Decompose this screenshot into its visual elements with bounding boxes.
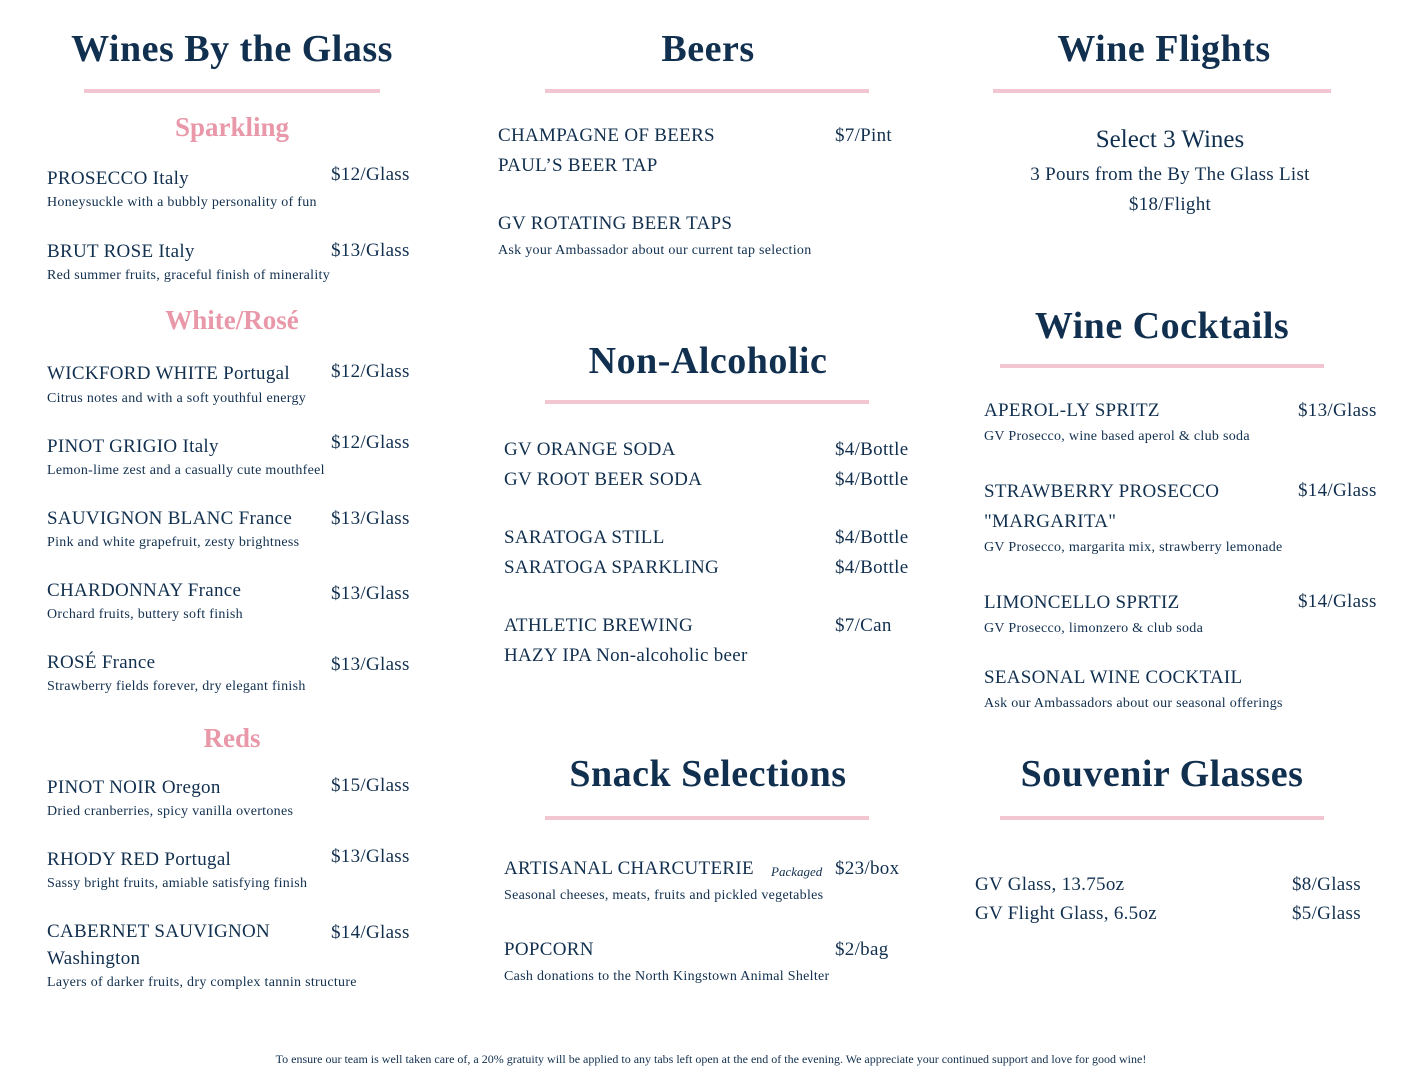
item-price: $4/Bottle [835, 469, 909, 491]
item-price: $4/Bottle [835, 527, 909, 549]
item-description: Layers of darker fruits, dry complex tan… [47, 975, 357, 991]
section-divider [1000, 364, 1324, 368]
item-price: $4/Bottle [835, 439, 909, 461]
item-name: PINOT NOIR Oregon [47, 777, 221, 799]
item-price: $7/Pint [835, 125, 893, 147]
item-price: $13/Glass [331, 508, 410, 530]
item-name: GV ORANGE SODA [504, 439, 676, 461]
item-description: GV Prosecco, limonzero & club soda [984, 621, 1204, 637]
item-name: BRUT ROSE Italy [47, 241, 195, 263]
item-price: $12/Glass [331, 164, 410, 186]
item-name: CABERNET SAUVIGNON [47, 921, 271, 943]
gratuity-notice: To ensure our team is well taken care of… [275, 1051, 1147, 1066]
section-divider [545, 816, 869, 820]
item-description: Citrus notes and with a soft youthful en… [47, 391, 307, 407]
item-price: $12/Glass [331, 432, 410, 454]
section-divider [545, 400, 869, 404]
item-name: LIMONCELLO SPRTIZ [984, 592, 1180, 614]
item-name: PINOT GRIGIO Italy [47, 436, 219, 458]
item-name: POPCORN [504, 939, 594, 961]
section-title: Non-Alcoholic [588, 340, 828, 383]
section-divider [1000, 816, 1324, 820]
section-title: Souvenir Glasses [1020, 753, 1304, 796]
item-name: HAZY IPA Non-alcoholic beer [504, 645, 748, 667]
item-name: PROSECCO Italy [47, 168, 189, 190]
section-title: Wine Flights [1057, 28, 1271, 71]
item-price: $2/bag [835, 939, 889, 961]
section-title: Wines By the Glass [71, 28, 393, 71]
item-price: $15/Glass [331, 775, 410, 797]
item-price: $12/Glass [331, 361, 410, 383]
item-name: SAUVIGNON BLANC France [47, 508, 293, 530]
item-price: $8/Glass [1292, 874, 1361, 896]
section-title: Wine Cocktails [1034, 305, 1290, 348]
item-description: Pink and white grapefruit, zesty brightn… [47, 535, 300, 551]
item-name-continued: Washington [47, 948, 141, 970]
item-price: $13/Glass [331, 846, 410, 868]
item-description: Strawberry fields forever, dry elegant f… [47, 679, 306, 695]
section-title: Snack Selections [569, 753, 847, 796]
item-price: $13/Glass [331, 654, 410, 676]
item-description: Lemon-lime zest and a casually cute mout… [47, 463, 325, 479]
subsection-title: White/Rosé [165, 305, 299, 336]
item-name: CHARDONNAY France [47, 580, 242, 602]
item-name: CHAMPAGNE OF BEERS [498, 125, 715, 147]
item-name: APEROL-LY SPRITZ [984, 400, 1160, 422]
item-description: Seasonal cheeses, meats, fruits and pick… [504, 888, 824, 904]
item-name: ATHLETIC BREWING [504, 615, 693, 637]
item-price: $23/box [835, 858, 900, 880]
item-price: $13/Glass [331, 583, 410, 605]
item-description: Orchard fruits, buttery soft finish [47, 607, 243, 623]
flight-heading: Select 3 Wines [1095, 125, 1245, 153]
item-name: STRAWBERRY PROSECCO [984, 481, 1220, 503]
item-name: SARATOGA SPARKLING [504, 557, 719, 579]
item-name: GV ROTATING BEER TAPS [498, 213, 733, 235]
section-divider [84, 89, 380, 93]
item-price: $14/Glass [1298, 591, 1377, 613]
item-description: GV Prosecco, margarita mix, strawberry l… [984, 540, 1283, 556]
item-name: GV ROOT BEER SODA [504, 469, 703, 491]
item-name: GV Glass, 13.75oz [975, 874, 1125, 896]
item-description: Ask our Ambassadors about our seasonal o… [984, 696, 1283, 712]
item-name: SEASONAL WINE COCKTAIL [984, 667, 1243, 689]
item-price: $7/Can [835, 615, 892, 637]
section-title: Beers [661, 28, 755, 71]
item-name: ARTISANAL CHARCUTERIE [504, 858, 754, 880]
item-description: Honeysuckle with a bubbly personality of… [47, 195, 317, 211]
item-price: $14/Glass [1298, 480, 1377, 502]
item-name: WICKFORD WHITE Portugal [47, 363, 290, 385]
subsection-title: Reds [203, 723, 261, 754]
item-name: SARATOGA STILL [504, 527, 665, 549]
item-price: $14/Glass [331, 922, 410, 944]
flight-price: $18/Flight [1128, 194, 1212, 216]
section-divider [993, 89, 1331, 93]
item-description: GV Prosecco, wine based aperol & club so… [984, 429, 1250, 445]
item-description: Cash donations to the North Kingstown An… [504, 969, 830, 985]
item-description: Red summer fruits, graceful finish of mi… [47, 268, 331, 284]
item-description: Ask your Ambassador about our current ta… [498, 243, 812, 259]
item-name-continued: "MARGARITA" [984, 511, 1117, 533]
item-tag: Packaged [771, 863, 823, 879]
item-price: $5/Glass [1292, 903, 1361, 925]
item-price: $4/Bottle [835, 557, 909, 579]
item-description: Dried cranberries, spicy vanilla overton… [47, 804, 294, 820]
item-price: $13/Glass [1298, 400, 1377, 422]
item-name: GV Flight Glass, 6.5oz [975, 903, 1158, 925]
subsection-title: Sparkling [174, 112, 290, 143]
item-description: Sassy bright fruits, amiable satisfying … [47, 876, 308, 892]
item-name: ROSÉ France [47, 652, 156, 674]
section-divider [545, 89, 869, 93]
item-name: PAUL’S BEER TAP [498, 155, 658, 177]
item-name: RHODY RED Portugal [47, 849, 232, 871]
item-price: $13/Glass [331, 240, 410, 262]
flight-description: 3 Pours from the By The Glass List [1030, 164, 1310, 186]
